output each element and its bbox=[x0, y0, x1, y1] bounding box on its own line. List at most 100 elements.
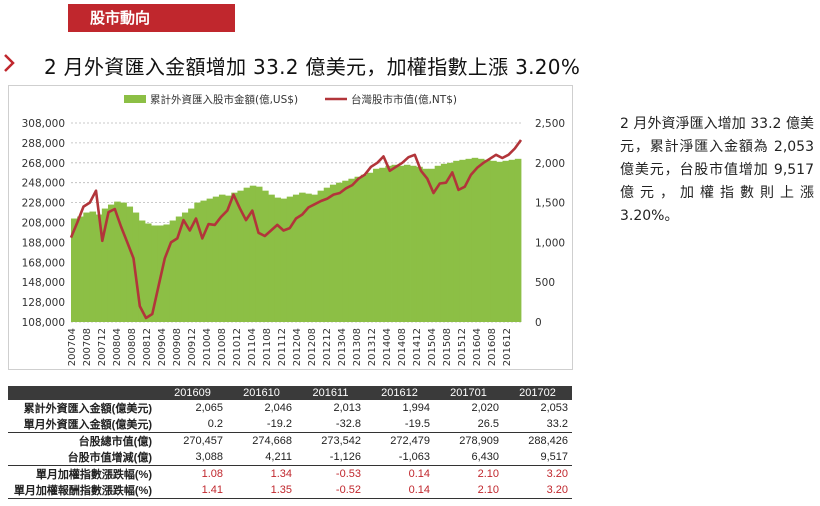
y-right-tick-label: 1,000 bbox=[535, 237, 565, 249]
table-row-label: 單月加權報酬指數漲跌幅(%) bbox=[8, 482, 158, 499]
bar bbox=[255, 186, 263, 322]
x-tick-label: 201112 bbox=[277, 328, 288, 366]
table-cell: 274,668 bbox=[227, 432, 296, 449]
y-left-tick-label: 308,000 bbox=[22, 118, 65, 130]
x-tick-label: 201208 bbox=[307, 328, 318, 366]
chart: 108,000 128,000 148,000 168,000 188,000 208,0… bbox=[22, 93, 565, 366]
y-right-tick-label: 1,500 bbox=[535, 198, 565, 210]
bar bbox=[323, 187, 331, 322]
table-cell: -1,063 bbox=[398, 451, 430, 463]
y-left-tick-label: 288,000 bbox=[22, 138, 65, 150]
table-header-blank bbox=[8, 386, 158, 400]
table-header-cell: 201609 bbox=[158, 386, 227, 400]
chevron-right-icon bbox=[4, 54, 15, 72]
bar bbox=[311, 194, 318, 322]
table-cell: 3.20 bbox=[503, 482, 572, 499]
bar bbox=[336, 182, 343, 322]
table-body: 累計外資匯入金額(億美元) 2,065 2,046 2,013 1,994 2,020 2,… bbox=[8, 400, 572, 499]
table-cell: 1.34 bbox=[227, 465, 296, 482]
x-tick-label: 201412 bbox=[412, 328, 423, 366]
y-right-tick-label: 500 bbox=[535, 277, 555, 289]
y-left-tick-label: 228,000 bbox=[22, 198, 65, 210]
bar bbox=[366, 172, 374, 322]
x-tick-label: 200908 bbox=[172, 328, 183, 366]
bar bbox=[342, 180, 349, 322]
table-header-cell: 201701 bbox=[434, 386, 503, 400]
x-tick-label: 200808 bbox=[127, 328, 138, 366]
bar bbox=[502, 160, 510, 322]
table-cell: 1.08 bbox=[158, 465, 227, 482]
x-tick-label: 200812 bbox=[142, 328, 153, 366]
table-cell: 270,457 bbox=[158, 432, 227, 449]
x-tick-label: 201508 bbox=[442, 328, 453, 366]
table-cell: 1.41 bbox=[158, 482, 227, 499]
x-tick-label: 201304 bbox=[337, 328, 348, 366]
bar bbox=[107, 204, 115, 322]
y-left-tick-label: 148,000 bbox=[22, 277, 65, 289]
bar bbox=[410, 165, 417, 322]
bar bbox=[385, 165, 392, 322]
x-tick-label: 201504 bbox=[427, 328, 438, 366]
bar bbox=[237, 190, 245, 322]
table-cell: 278,909 bbox=[434, 432, 503, 449]
bar bbox=[144, 223, 152, 322]
bar bbox=[89, 211, 97, 322]
x-tick-label: 201004 bbox=[202, 328, 213, 366]
legend-label-area: 累計外資匯入股市金額(億,US$) bbox=[150, 93, 298, 106]
y-left-tick-label: 168,000 bbox=[22, 257, 65, 269]
table-cell: 2,065 bbox=[195, 402, 223, 414]
bar bbox=[169, 220, 177, 322]
bar bbox=[348, 178, 355, 322]
bar bbox=[225, 195, 232, 322]
table-cell: 273,542 bbox=[296, 432, 365, 449]
table-row-label: 台股總市值(億) bbox=[8, 432, 158, 449]
x-tick-label: 201604 bbox=[472, 328, 483, 366]
table-header-cell: 201612 bbox=[365, 386, 434, 400]
table-cell: 2,053 bbox=[540, 402, 568, 414]
bar bbox=[397, 165, 405, 322]
x-tick-label: 200904 bbox=[157, 328, 168, 366]
bar bbox=[114, 201, 121, 322]
table-row: 累計外資匯入金額(億美元) 2,065 2,046 2,013 1,994 2,020 2,… bbox=[8, 400, 572, 416]
bar bbox=[354, 176, 362, 322]
bar bbox=[231, 192, 238, 322]
table-cell: 6,430 bbox=[471, 451, 499, 463]
y-left-tick-label: 108,000 bbox=[22, 317, 65, 329]
y-left-tick-label: 208,000 bbox=[22, 218, 65, 230]
bar bbox=[151, 225, 158, 322]
x-tick-label: 201404 bbox=[382, 328, 393, 366]
x-tick-label: 201512 bbox=[457, 328, 468, 366]
table-header-cell: 201702 bbox=[503, 386, 572, 400]
table-row-label: 單月外資匯入金額(億美元) bbox=[23, 419, 152, 431]
bar bbox=[126, 206, 134, 322]
x-tick-label: 201408 bbox=[397, 328, 408, 366]
bar bbox=[490, 160, 497, 322]
x-tick-label: 200704 bbox=[67, 328, 78, 366]
page-title: 2 月外資匯入金額增加 33.2 億美元，加權指數上漲 3.20% bbox=[44, 55, 581, 79]
table-cell: -0.53 bbox=[296, 465, 365, 482]
bar bbox=[77, 216, 84, 322]
x-tick-label: 201008 bbox=[217, 328, 228, 366]
bar bbox=[416, 166, 423, 322]
table-cell: 2,020 bbox=[471, 402, 499, 414]
bar bbox=[299, 192, 306, 322]
bar bbox=[471, 157, 479, 322]
chart-panel: 108,000 128,000 148,000 168,000 188,000 208,0… bbox=[8, 85, 573, 370]
bar bbox=[496, 161, 503, 322]
table-header-cell: 201610 bbox=[227, 386, 296, 400]
table-cell: -32.8 bbox=[335, 418, 361, 430]
table-row-label: 台股市值增減(億) bbox=[67, 452, 152, 464]
table-cell: 33.2 bbox=[546, 418, 568, 430]
bar bbox=[453, 160, 460, 322]
x-tick-label: 200804 bbox=[112, 328, 123, 366]
y-left-tick-label: 248,000 bbox=[22, 178, 65, 190]
bar bbox=[422, 168, 429, 322]
x-tick-label: 201104 bbox=[247, 328, 258, 366]
bar bbox=[95, 214, 103, 322]
table-cell: 288,426 bbox=[503, 432, 572, 449]
table-row: 單月外資匯入金額(億美元) 0.2 -19.2 -32.8 -19.5 26.5 33.2 bbox=[8, 416, 572, 433]
legend-swatch-area bbox=[124, 95, 146, 103]
x-tick-label: 200712 bbox=[97, 328, 108, 366]
table-cell: 2.10 bbox=[434, 465, 503, 482]
table-cell: 3,088 bbox=[195, 451, 223, 463]
